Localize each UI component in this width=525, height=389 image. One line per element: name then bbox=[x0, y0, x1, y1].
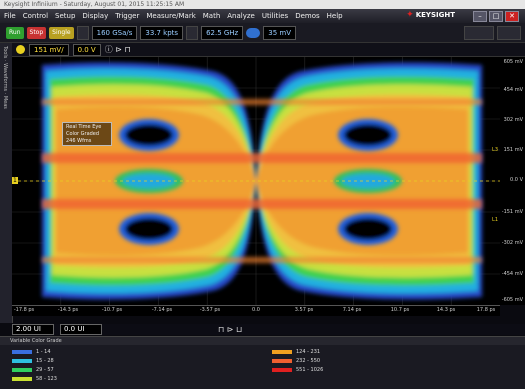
color-swatch bbox=[272, 350, 292, 354]
eye-diagram-display[interactable]: Real Time Eye Color Graded 246 Wfms 1 L3… bbox=[12, 57, 500, 305]
channel-info-icon[interactable]: ⓘ ⊳ ⊓ bbox=[104, 45, 131, 54]
color-grade-bin: 29 - 57 bbox=[12, 367, 54, 373]
run-button[interactable]: Run bbox=[6, 26, 24, 39]
menu-measure-mark[interactable]: Measure/Mark bbox=[146, 12, 196, 20]
eye-dense-rails bbox=[42, 99, 482, 263]
horizontal-scale-field[interactable]: 2.00 UI bbox=[12, 324, 54, 335]
y-tick: 0.0 V bbox=[510, 177, 523, 183]
autoscale-icon[interactable] bbox=[497, 25, 521, 40]
menu-help[interactable]: Help bbox=[326, 12, 343, 20]
bandwidth-icon[interactable] bbox=[186, 25, 199, 40]
color-grade-bin: 15 - 28 bbox=[12, 358, 54, 364]
menu-display[interactable]: Display bbox=[82, 12, 109, 20]
channel-scale-field[interactable]: 151 mV/ bbox=[29, 43, 69, 56]
x-tick: -10.7 ps bbox=[101, 307, 123, 313]
color-grade-panel: Variable Color Grade 1 - 14 15 - 28 29 -… bbox=[0, 336, 525, 389]
color-grade-bin: 232 - 550 bbox=[272, 358, 320, 364]
bin-range: 58 - 123 bbox=[36, 376, 57, 382]
horizontal-bar: 2.00 UI 0.0 UI ⊓ ⊳ ⊔ bbox=[12, 324, 525, 335]
channel-offset-field[interactable]: 0.0 V bbox=[72, 43, 101, 56]
bin-range: 15 - 28 bbox=[36, 358, 54, 364]
bin-range: 29 - 57 bbox=[36, 367, 54, 373]
overlay-line-2: Color Graded bbox=[66, 131, 100, 137]
overlay-line-3: 246 Wfms bbox=[66, 138, 92, 144]
bin-range: 232 - 550 bbox=[296, 358, 321, 364]
single-button[interactable]: Single bbox=[49, 26, 74, 39]
overlay-line-1: Real Time Eye bbox=[66, 124, 102, 130]
trigger-level-field[interactable]: 35 mV bbox=[263, 25, 296, 40]
x-tick: 0.0 bbox=[252, 307, 260, 313]
level-marker-upper: L3 bbox=[492, 147, 498, 153]
color-grade-bin: 551 - 1026 bbox=[272, 367, 323, 373]
color-grade-bin: 1 - 14 bbox=[12, 349, 51, 355]
close-icon[interactable]: ✕ bbox=[505, 11, 519, 22]
color-grade-bin: 124 - 231 bbox=[272, 349, 320, 355]
toolbar: Run Stop Single 160 GSa/s 33.7 kpts 62.5… bbox=[0, 23, 525, 43]
maximize-icon[interactable]: □ bbox=[489, 11, 503, 22]
y-axis: 605 mV 454 mV 302 mV 151 mV 0.0 V -151 m… bbox=[500, 57, 525, 305]
y-tick: -454 mV bbox=[501, 271, 523, 277]
color-swatch bbox=[12, 377, 32, 381]
color-grade-bin: 58 - 123 bbox=[12, 376, 57, 382]
y-tick: -302 mV bbox=[501, 240, 523, 246]
menu-setup[interactable]: Setup bbox=[55, 12, 76, 20]
level-marker-lower: L1 bbox=[492, 217, 498, 223]
keysight-wave-icon: ✦ bbox=[406, 10, 414, 20]
brand-name: KEYSIGHT bbox=[415, 11, 455, 19]
minimize-icon[interactable]: – bbox=[473, 11, 487, 22]
eye-diagram-canvas bbox=[12, 57, 500, 305]
channel-ground-marker[interactable]: 1 bbox=[12, 177, 18, 184]
x-tick: 14.3 ps bbox=[436, 307, 456, 313]
x-tick: -3.57 ps bbox=[199, 307, 221, 313]
x-tick: 17.8 ps bbox=[476, 307, 496, 313]
color-swatch bbox=[272, 368, 292, 372]
bin-range: 124 - 231 bbox=[296, 349, 321, 355]
menu-utilities[interactable]: Utilities bbox=[261, 12, 289, 20]
channel-1-icon[interactable] bbox=[16, 45, 25, 54]
x-tick: -17.8 ps bbox=[13, 307, 35, 313]
color-swatch bbox=[272, 359, 292, 363]
memory-depth-field[interactable]: 33.7 kpts bbox=[140, 25, 184, 40]
menu-analyze[interactable]: Analyze bbox=[227, 12, 255, 20]
acquisition-icon[interactable] bbox=[76, 25, 89, 40]
menu-trigger[interactable]: Trigger bbox=[115, 12, 140, 20]
acquisition-overlay: Real Time Eye Color Graded 246 Wfms bbox=[62, 122, 112, 146]
y-tick: 454 mV bbox=[503, 87, 523, 93]
stop-button[interactable]: Stop bbox=[26, 26, 47, 39]
window-controls: – □ ✕ bbox=[473, 11, 519, 22]
y-tick: 151 mV bbox=[503, 147, 523, 153]
brand-logo: ✦ KEYSIGHT bbox=[406, 10, 455, 20]
bin-range: 1 - 14 bbox=[36, 349, 51, 355]
trigger-mode-icon[interactable] bbox=[464, 25, 494, 40]
menu-demos[interactable]: Demos bbox=[295, 12, 320, 20]
y-tick: -151 mV bbox=[501, 209, 523, 215]
x-tick: -7.14 ps bbox=[151, 307, 173, 313]
bin-range: 551 - 1026 bbox=[296, 367, 324, 373]
y-tick: -605 mV bbox=[501, 297, 523, 303]
x-tick: 3.57 ps bbox=[294, 307, 314, 313]
y-tick: 302 mV bbox=[503, 117, 523, 123]
trigger-source-icon[interactable] bbox=[246, 27, 261, 38]
x-tick: 7.14 ps bbox=[342, 307, 362, 313]
menu-math[interactable]: Math bbox=[202, 12, 221, 20]
x-tick: 10.7 ps bbox=[390, 307, 410, 313]
horizontal-position-field[interactable]: 0.0 UI bbox=[60, 324, 102, 335]
menu-bar: File Control Setup Display Trigger Measu… bbox=[0, 9, 525, 23]
window-title: Keysight Infiniium - Saturday, August 01… bbox=[0, 0, 525, 9]
menu-file[interactable]: File bbox=[4, 12, 16, 20]
color-swatch bbox=[12, 368, 32, 372]
color-swatch bbox=[12, 359, 32, 363]
y-tick: 605 mV bbox=[503, 59, 523, 65]
color-swatch bbox=[12, 350, 32, 354]
sample-rate-field[interactable]: 160 GSa/s bbox=[91, 25, 138, 40]
x-axis: -17.8 ps -14.3 ps -10.7 ps -7.14 ps -3.5… bbox=[12, 305, 500, 316]
color-grade-title: Variable Color Grade bbox=[0, 337, 525, 345]
channel-bar: 151 mV/ 0.0 V ⓘ ⊳ ⊓ bbox=[12, 43, 525, 57]
side-tab-label: Tools · Waveforms · Meas bbox=[2, 46, 8, 109]
bandwidth-field[interactable]: 62.5 GHz bbox=[201, 25, 244, 40]
x-tick: -14.3 ps bbox=[57, 307, 79, 313]
horizontal-ref-icon[interactable]: ⊓ ⊳ ⊔ bbox=[218, 325, 243, 334]
menu-control[interactable]: Control bbox=[22, 12, 49, 20]
